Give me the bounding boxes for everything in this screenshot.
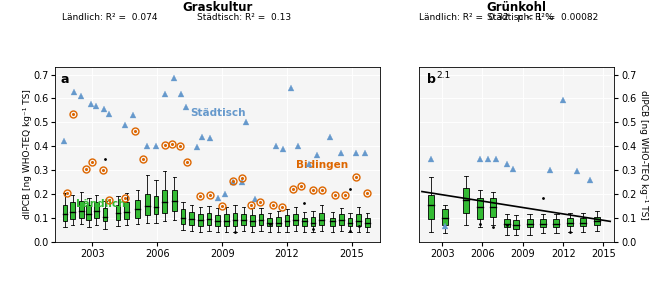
- Bar: [153, 196, 159, 214]
- Text: a: a: [60, 73, 69, 86]
- Bar: [94, 202, 99, 218]
- Bar: [172, 190, 177, 211]
- Bar: [145, 194, 150, 216]
- Bar: [162, 190, 167, 213]
- Bar: [319, 213, 324, 225]
- Bar: [293, 214, 298, 225]
- Text: Städtisch: Städtisch: [190, 108, 246, 118]
- Bar: [267, 218, 272, 226]
- Bar: [285, 216, 289, 226]
- Bar: [70, 202, 75, 219]
- Bar: [233, 213, 237, 226]
- Bar: [259, 214, 263, 225]
- Text: Grünkohl: Grünkohl: [487, 1, 547, 14]
- Bar: [224, 214, 229, 226]
- Bar: [428, 195, 434, 219]
- Bar: [124, 202, 129, 219]
- Bar: [276, 217, 281, 226]
- Bar: [540, 219, 546, 227]
- Bar: [207, 213, 211, 225]
- Text: Ländlich: R² =  0.32   p < 1 %: Ländlich: R² = 0.32 p < 1 %: [419, 13, 554, 22]
- Text: Bidingen: Bidingen: [296, 160, 348, 171]
- Bar: [330, 218, 335, 226]
- Y-axis label: dlPCB [ng WHO-TEQ kg⁻¹ TS]: dlPCB [ng WHO-TEQ kg⁻¹ TS]: [23, 90, 32, 219]
- Bar: [476, 198, 483, 219]
- Text: Städtisch: R² =  0.00082: Städtisch: R² = 0.00082: [487, 13, 599, 22]
- Bar: [553, 219, 560, 227]
- Bar: [135, 200, 140, 218]
- Bar: [490, 198, 496, 217]
- Bar: [339, 214, 344, 225]
- Bar: [463, 188, 469, 213]
- Bar: [442, 209, 448, 225]
- Bar: [181, 209, 185, 224]
- Bar: [241, 214, 246, 225]
- Bar: [365, 218, 370, 227]
- Bar: [580, 218, 586, 226]
- Bar: [250, 216, 255, 226]
- Bar: [79, 201, 84, 218]
- Bar: [198, 214, 203, 226]
- Bar: [504, 219, 510, 227]
- Bar: [593, 217, 600, 225]
- Bar: [62, 205, 68, 221]
- Text: Graskultur: Graskultur: [183, 1, 253, 14]
- Bar: [526, 219, 532, 227]
- Text: Ländlich: R² =  0.074: Ländlich: R² = 0.074: [62, 13, 157, 22]
- Bar: [513, 220, 519, 228]
- Bar: [302, 218, 307, 226]
- Bar: [86, 205, 91, 220]
- Bar: [103, 208, 107, 221]
- Bar: [567, 218, 573, 226]
- Bar: [215, 216, 220, 226]
- Text: b: b: [427, 73, 436, 86]
- Bar: [311, 217, 315, 226]
- Y-axis label: dlPCB [ng WHO-TEQ kg⁻¹ TS]: dlPCB [ng WHO-TEQ kg⁻¹ TS]: [640, 90, 648, 219]
- Text: Ländlich: Ländlich: [76, 199, 125, 209]
- Bar: [348, 218, 352, 226]
- Bar: [189, 212, 194, 225]
- Text: Städtisch: R² =  0.13: Städtisch: R² = 0.13: [197, 13, 291, 22]
- Bar: [356, 214, 361, 226]
- Text: 2.1: 2.1: [436, 71, 450, 80]
- Bar: [116, 205, 120, 220]
